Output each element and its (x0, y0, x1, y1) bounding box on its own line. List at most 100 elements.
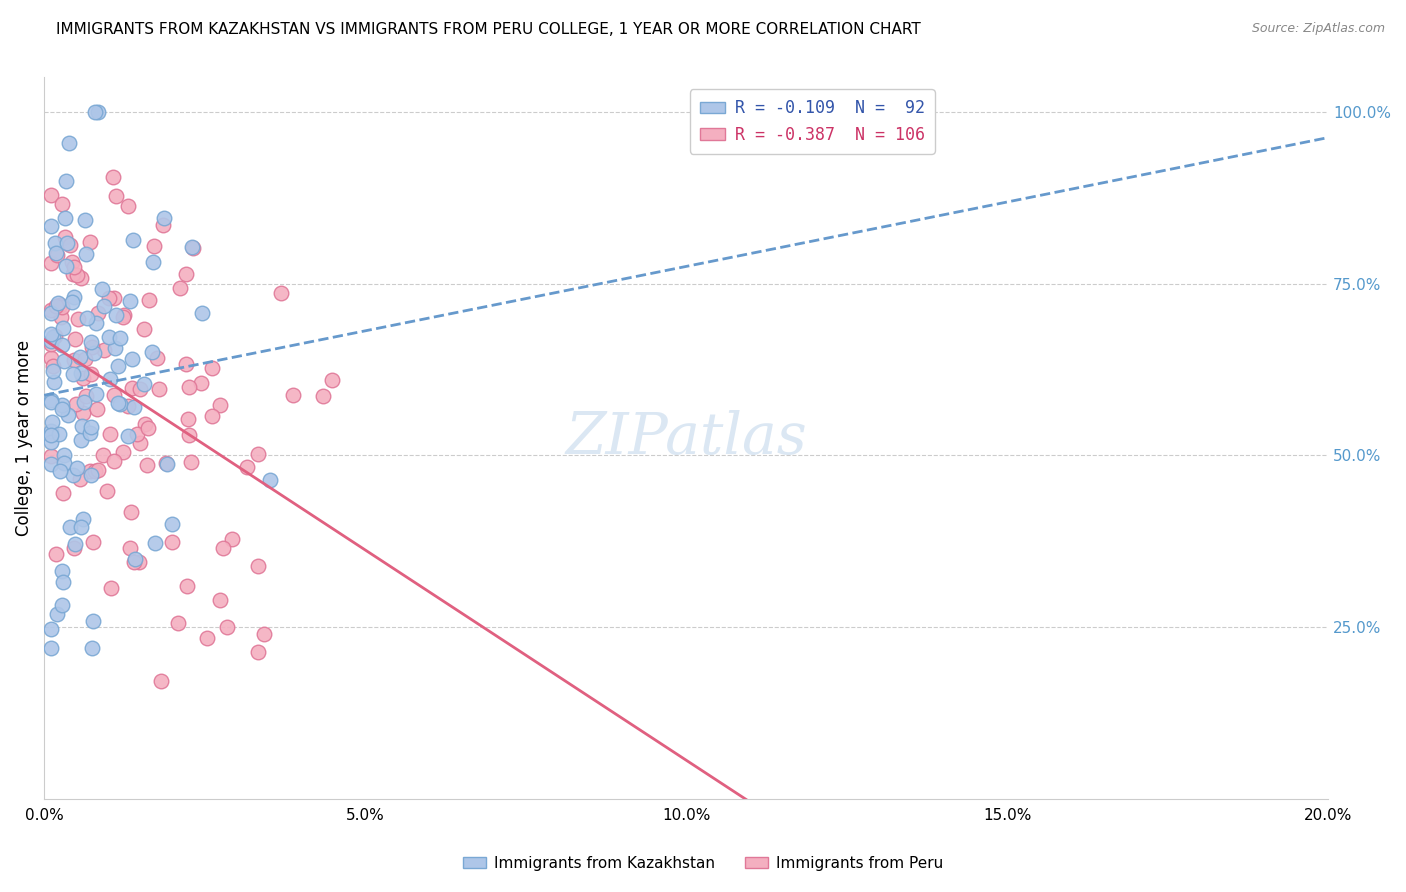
Point (117, 400, 139, 414)
Point (70, 366, 93, 380)
Point (73, 212, 96, 227)
Point (150, 674, 173, 689)
Point (124, 552, 146, 566)
Point (70, 433, 93, 447)
Point (51, 398, 73, 412)
Point (83, 104, 105, 119)
Point (75, 389, 97, 403)
Point (42, 330, 65, 344)
Point (39, 435, 62, 450)
Point (59, 237, 82, 252)
Point (69, 472, 91, 486)
Point (52, 486, 75, 500)
Point (84, 387, 107, 401)
Point (87, 104, 110, 119)
Point (41, 415, 63, 429)
Point (117, 199, 139, 213)
Point (96, 483, 118, 498)
Point (259, 473, 281, 487)
Point (112, 308, 135, 322)
Point (48, 427, 70, 442)
Point (122, 555, 145, 569)
Text: Source: ZipAtlas.com: Source: ZipAtlas.com (1251, 22, 1385, 36)
Point (72, 406, 94, 420)
Point (201, 360, 224, 375)
Point (209, 399, 232, 413)
Point (73, 395, 96, 409)
Point (45, 248, 67, 262)
Point (118, 541, 141, 556)
Point (104, 341, 127, 355)
Point (44, 246, 66, 260)
Point (39, 303, 62, 318)
Point (39, 327, 62, 342)
Point (142, 238, 165, 252)
Point (134, 322, 156, 336)
Point (62, 255, 84, 269)
Point (100, 427, 122, 442)
Point (80, 334, 103, 349)
Point (79, 464, 101, 478)
Point (212, 541, 235, 556)
Point (120, 293, 142, 308)
Point (39, 393, 62, 408)
Point (39, 457, 62, 471)
Point (58, 136, 80, 150)
Point (86, 401, 108, 416)
Point (39, 337, 62, 351)
Point (98, 291, 121, 305)
Point (39, 622, 62, 636)
Point (93, 448, 115, 462)
Point (107, 395, 129, 409)
Point (39, 334, 62, 348)
Point (70, 270, 93, 285)
Point (55, 174, 77, 188)
Point (156, 457, 179, 471)
Point (51, 599, 73, 613)
Point (39, 449, 62, 463)
Point (39, 351, 62, 365)
Point (49, 310, 72, 325)
Point (63, 260, 86, 274)
Point (51, 197, 73, 211)
Point (51, 564, 73, 578)
Point (39, 306, 62, 320)
Point (128, 555, 150, 569)
Point (67, 312, 90, 326)
Point (160, 535, 183, 549)
Point (93, 343, 115, 358)
Point (87, 463, 110, 477)
Point (247, 645, 270, 659)
Point (80, 468, 103, 483)
Point (143, 535, 166, 549)
Point (312, 389, 335, 403)
Point (120, 505, 142, 519)
Point (176, 579, 198, 593)
Point (86, 306, 108, 320)
Point (39, 395, 62, 409)
Point (66, 268, 89, 283)
Point (155, 456, 177, 470)
Point (39, 425, 62, 439)
Point (181, 240, 204, 254)
Point (72, 371, 94, 385)
Point (42, 375, 65, 389)
Point (63, 541, 86, 555)
Point (103, 454, 125, 468)
Point (83, 346, 105, 360)
Point (201, 409, 224, 423)
Point (44, 235, 66, 250)
Text: IMMIGRANTS FROM KAZAKHSTAN VS IMMIGRANTS FROM PERU COLLEGE, 1 YEAR OR MORE CORRE: IMMIGRANTS FROM KAZAKHSTAN VS IMMIGRANTS… (56, 22, 921, 37)
Point (177, 411, 200, 425)
Y-axis label: College, 1 year or more: College, 1 year or more (15, 340, 32, 536)
Point (177, 380, 200, 394)
Point (108, 397, 131, 411)
Point (52, 321, 75, 335)
Point (44, 329, 66, 343)
Point (52, 575, 75, 590)
Point (62, 267, 84, 281)
Point (69, 351, 91, 365)
Point (152, 218, 174, 232)
Legend: R = -0.109  N =  92, R = -0.387  N = 106: R = -0.109 N = 92, R = -0.387 N = 106 (689, 89, 935, 153)
Point (73, 352, 96, 367)
